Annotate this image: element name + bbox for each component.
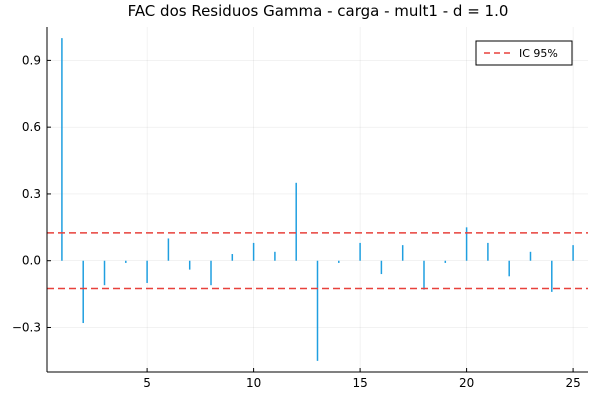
chart-title: FAC dos Residuos Gamma - carga - mult1 -… xyxy=(128,2,509,20)
bars xyxy=(61,38,574,361)
x-tick-labels: 5 10 15 20 25 xyxy=(143,376,580,390)
legend-label: IC 95% xyxy=(519,47,558,60)
x-tick-label: 5 xyxy=(143,376,151,390)
y-tick-label: 0.9 xyxy=(22,53,41,67)
x-tick-label: 10 xyxy=(246,376,261,390)
y-tick-labels: −0.3 0.0 0.3 0.6 0.9 xyxy=(12,53,41,334)
axes xyxy=(46,27,588,373)
y-tick-label: 0.0 xyxy=(22,254,41,268)
x-tick-label: 25 xyxy=(565,376,580,390)
legend: IC 95% xyxy=(475,40,573,66)
confidence-lines xyxy=(47,232,588,290)
x-tick-label: 20 xyxy=(459,376,474,390)
y-tick-label: −0.3 xyxy=(12,320,41,334)
legend-box xyxy=(475,40,573,66)
y-tick-label: 0.6 xyxy=(22,120,41,134)
x-tick-label: 15 xyxy=(352,376,367,390)
y-tick-label: 0.3 xyxy=(22,187,41,201)
